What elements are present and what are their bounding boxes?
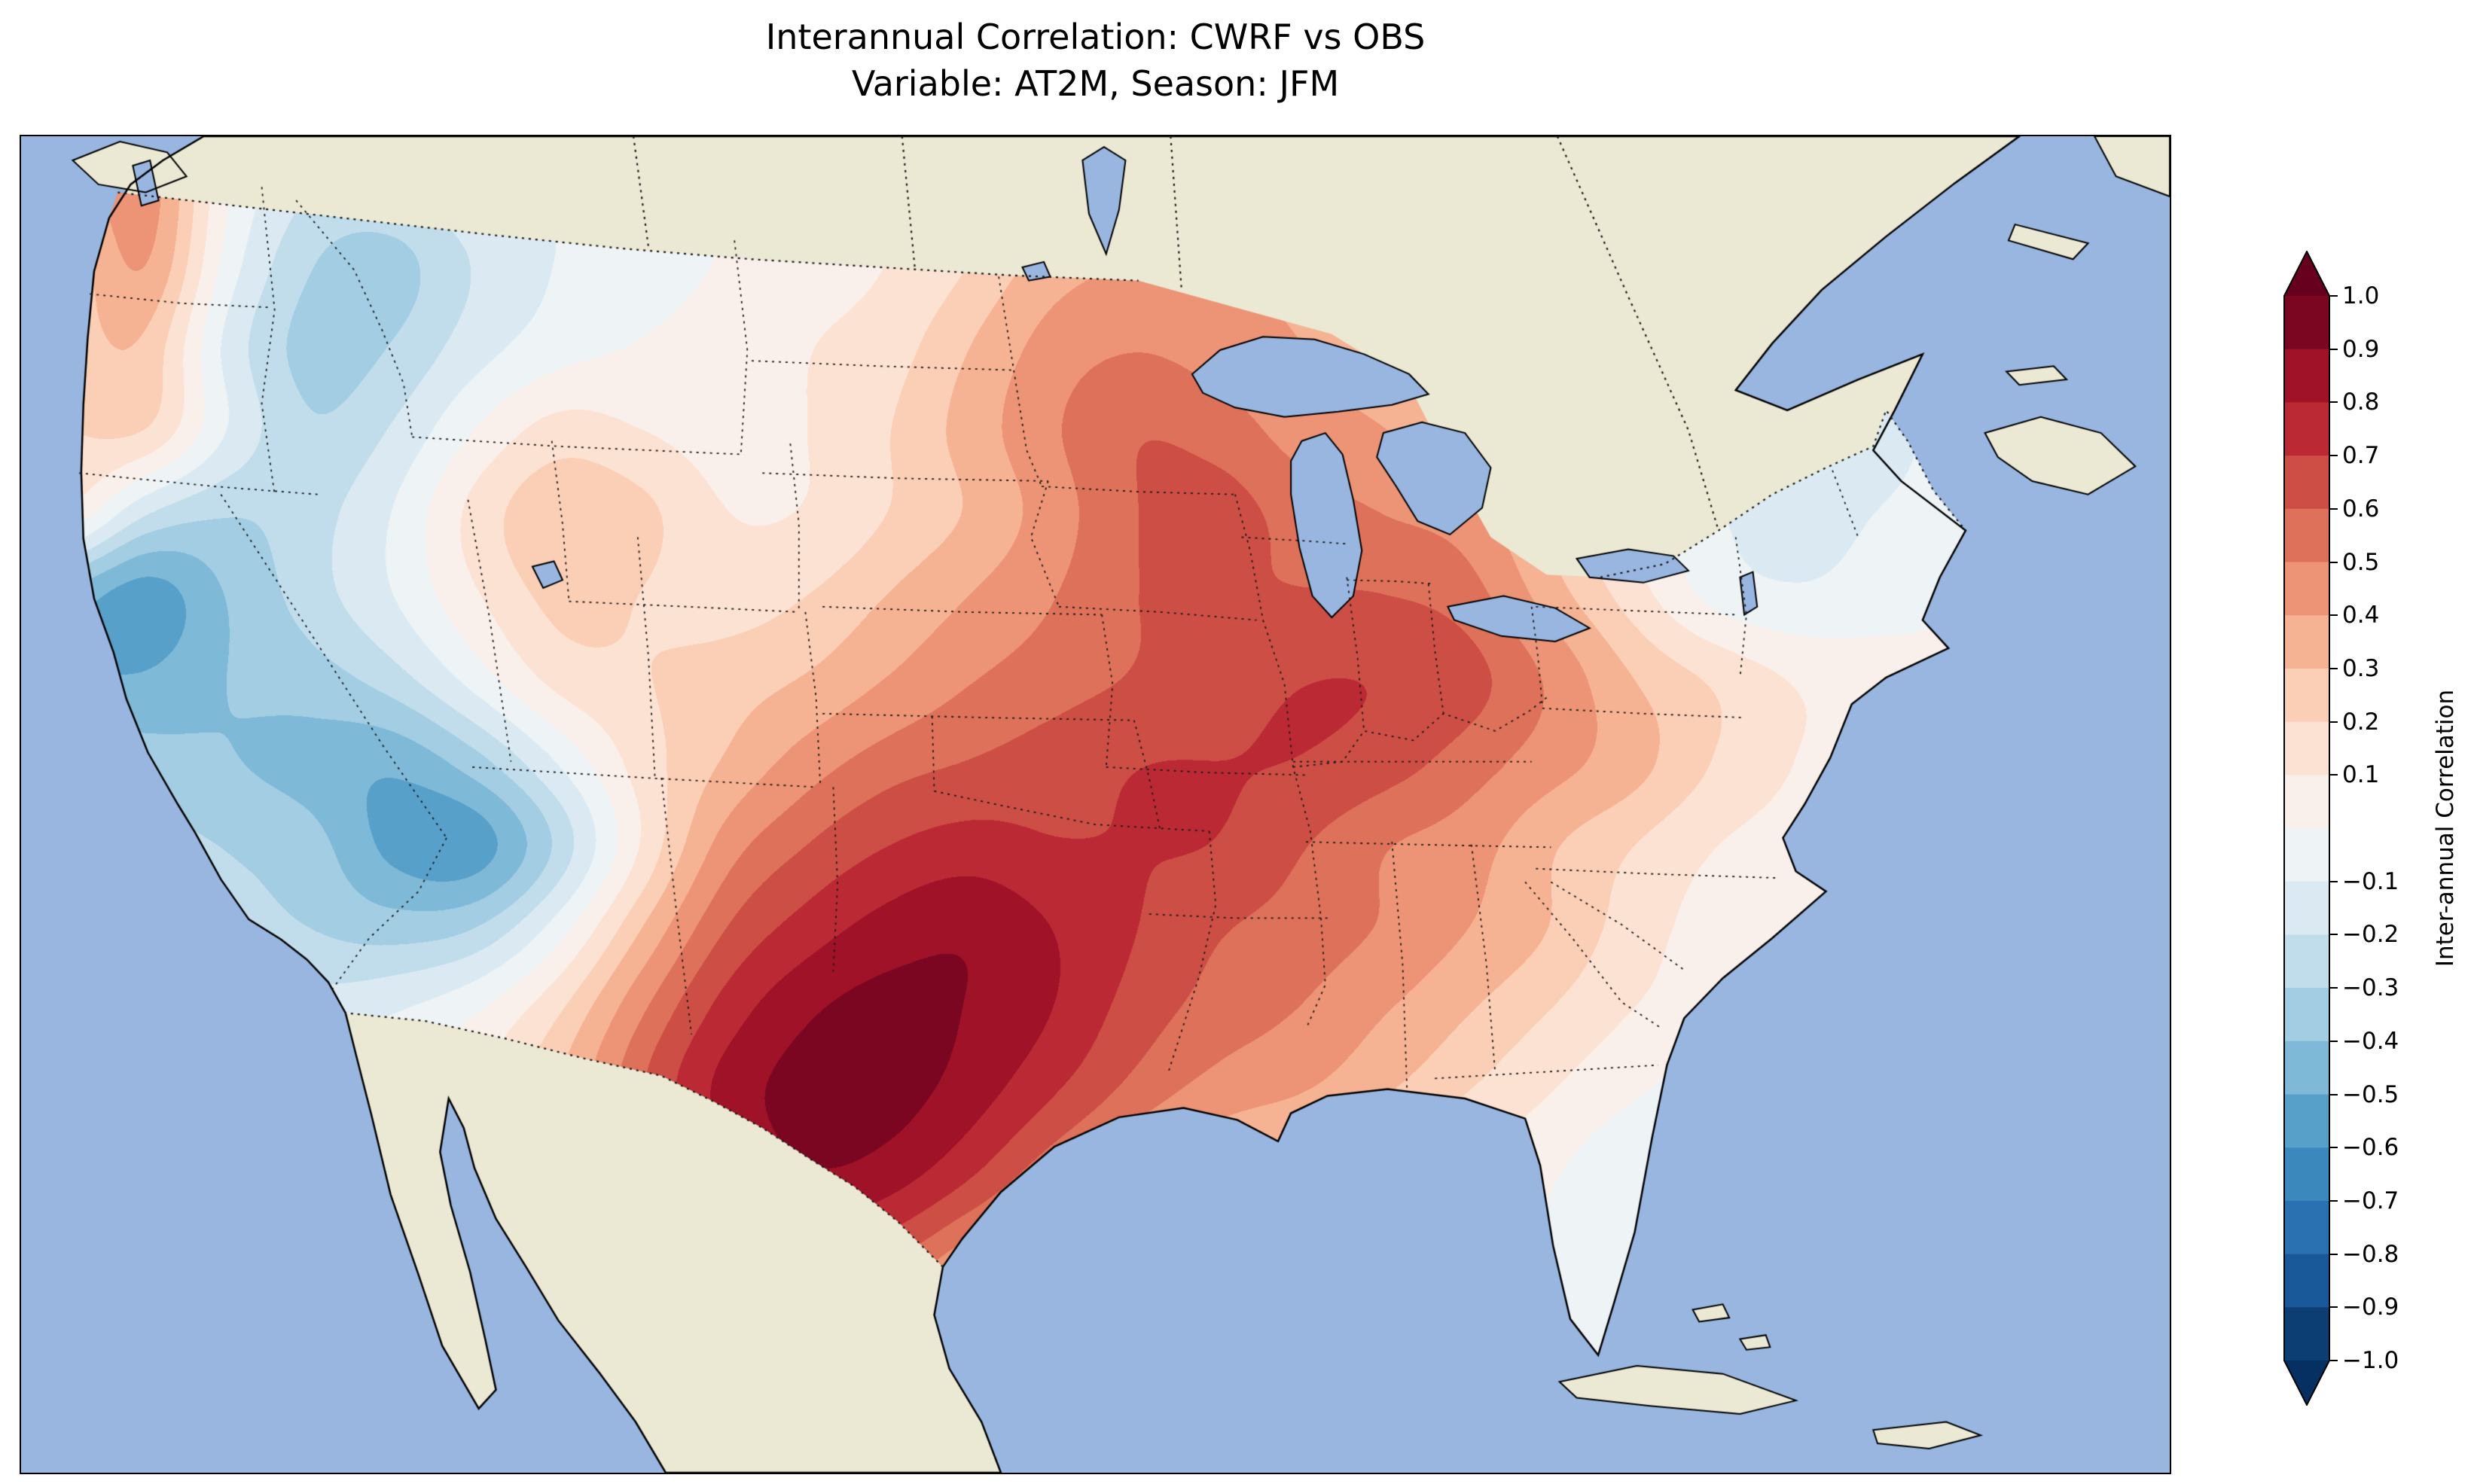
figure-title-line1: Interannual Correlation: CWRF vs OBS [765, 17, 1426, 57]
colorbar-tick [2330, 507, 2338, 510]
figure-title: Interannual Correlation: CWRF vs OBS Var… [21, 14, 2170, 107]
colorbar-tick-label: 0.7 [2342, 442, 2380, 470]
colorbar-tick-label: 1.0 [2342, 282, 2380, 309]
figure-title-line2: Variable: AT2M, Season: JFM [851, 63, 1340, 105]
colorbar-tick-label: −0.8 [2342, 1240, 2399, 1268]
colorbar-tick-label: −1.0 [2342, 1347, 2399, 1374]
colorbar-tick [2330, 1306, 2338, 1309]
colorbar-tick [2330, 880, 2338, 882]
colorbar-label: Inter-annual Correlation [2432, 689, 2459, 967]
colorbar-tick-label: −0.4 [2342, 1027, 2399, 1055]
colorbar-under-arrow [2283, 1361, 2330, 1406]
colorbar-tick [2330, 1253, 2338, 1255]
colorbar-tick-label: 0.2 [2342, 708, 2380, 736]
colorbar-tick-label: −0.7 [2342, 1187, 2399, 1214]
colorbar-tick-label: 0.8 [2342, 389, 2380, 416]
colorbar-tick [2330, 934, 2338, 936]
colorbar-tick-label: −0.9 [2342, 1294, 2399, 1321]
colorbar-tick [2330, 348, 2338, 350]
colorbar-tick-label: −0.1 [2342, 867, 2399, 895]
colorbar-over-arrow [2283, 251, 2330, 296]
colorbar-tick [2330, 1360, 2338, 1361]
colorbar-tick-label: 0.4 [2342, 602, 2380, 629]
map-canvas [21, 136, 2170, 1473]
colorbar-tick [2330, 295, 2338, 297]
colorbar-tick-label: 0.5 [2342, 548, 2380, 576]
colorbar-tick [2330, 1040, 2338, 1042]
colorbar-tick [2330, 1147, 2338, 1149]
colorbar-tick [2330, 614, 2338, 617]
colorbar-tick [2330, 667, 2338, 669]
colorbar-tick-label: 0.9 [2342, 335, 2380, 363]
colorbar-tick [2330, 987, 2338, 989]
colorbar-tick [2330, 401, 2338, 404]
colorbar-tick [2330, 774, 2338, 776]
colorbar-gradient [2283, 249, 2330, 1407]
map-area [21, 136, 2170, 1473]
colorbar-tick [2330, 561, 2338, 563]
colorbar-tick-label: −0.6 [2342, 1134, 2399, 1162]
colorbar [2283, 249, 2330, 1407]
colorbar-tick-label: −0.2 [2342, 921, 2399, 949]
colorbar-tick [2330, 455, 2338, 457]
colorbar-tick-label: 0.1 [2342, 761, 2380, 789]
colorbar-tick [2330, 1093, 2338, 1095]
colorbar-tick-label: −0.5 [2342, 1080, 2399, 1108]
colorbar-tick [2330, 721, 2338, 723]
colorbar-tick-label: 0.3 [2342, 654, 2380, 682]
colorbar-tick-label: −0.3 [2342, 974, 2399, 1002]
colorbar-tick [2330, 1199, 2338, 1202]
colorbar-tick-label: 0.6 [2342, 495, 2380, 523]
